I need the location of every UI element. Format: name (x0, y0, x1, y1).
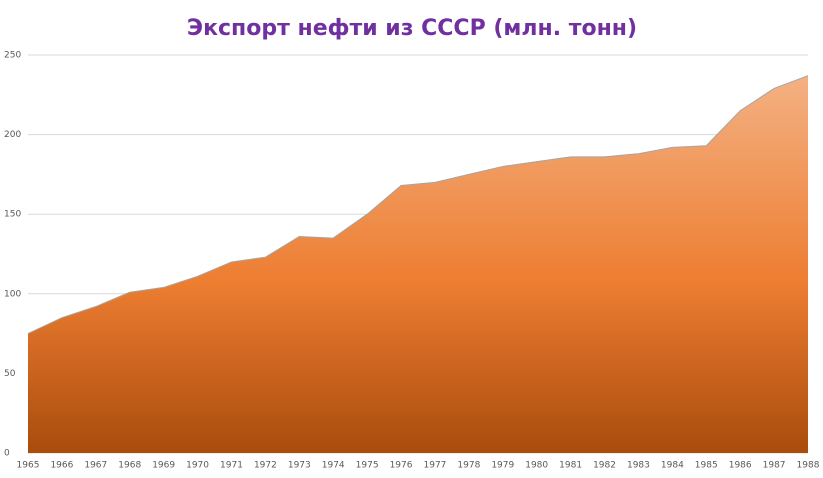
x-tick-label: 1967 (84, 461, 107, 471)
x-tick-label: 1971 (220, 461, 243, 471)
x-tick-label: 1966 (50, 461, 73, 471)
x-tick-label: 1986 (729, 461, 752, 471)
x-tick-label: 1988 (797, 461, 820, 471)
x-tick-label: 1973 (288, 461, 311, 471)
x-tick-label: 1982 (593, 461, 616, 471)
x-tick-label: 1977 (424, 461, 447, 471)
y-tick-label: 100 (4, 289, 21, 299)
x-tick-label: 1969 (152, 461, 175, 471)
x-tick-label: 1979 (491, 461, 514, 471)
x-tick-label: 1978 (457, 461, 480, 471)
x-tick-label: 1974 (322, 461, 345, 471)
x-tick-label: 1987 (763, 461, 786, 471)
x-tick-label: 1980 (525, 461, 548, 471)
y-tick-label: 200 (4, 130, 21, 140)
x-tick-label: 1976 (390, 461, 413, 471)
x-tick-label: 1985 (695, 461, 718, 471)
x-tick-label: 1981 (559, 461, 582, 471)
y-tick-label: 50 (4, 369, 16, 379)
y-tick-label: 150 (4, 210, 21, 220)
chart-title: Экспорт нефти из СССР (млн. тонн) (187, 16, 637, 41)
x-tick-label: 1984 (661, 461, 684, 471)
x-tick-label: 1968 (118, 461, 141, 471)
y-tick-label: 250 (4, 51, 21, 61)
x-tick-label: 1970 (186, 461, 209, 471)
x-tick-label: 1975 (356, 461, 379, 471)
x-tick-label: 1972 (254, 461, 277, 471)
x-tick-label: 1983 (627, 461, 650, 471)
y-tick-label: 0 (4, 449, 10, 459)
area-outline (27, 75, 809, 335)
area (28, 75, 808, 454)
x-tick-label: 1965 (17, 461, 40, 471)
